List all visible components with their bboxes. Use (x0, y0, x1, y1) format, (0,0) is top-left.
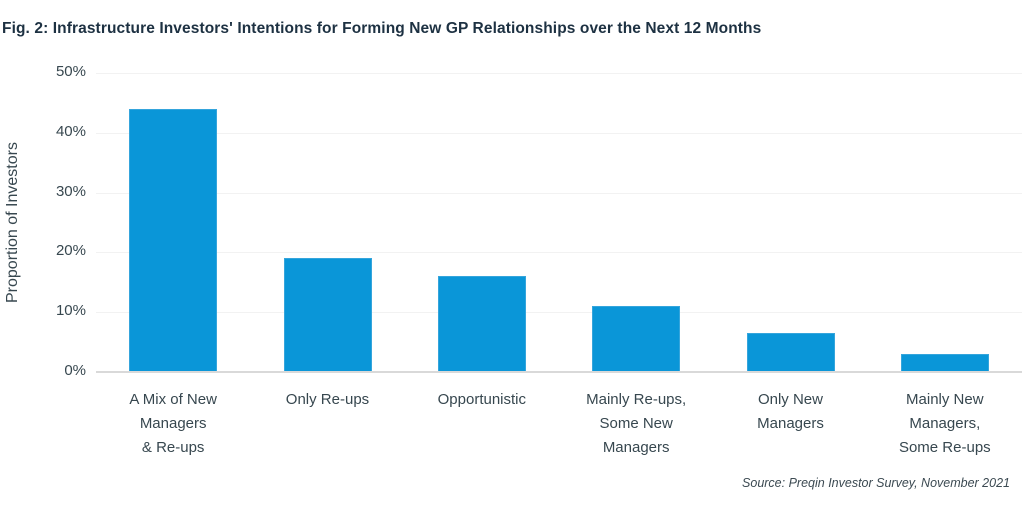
y-axis-title: Proportion of Investors (4, 142, 21, 303)
gridline (96, 312, 1022, 314)
bar (129, 108, 218, 372)
category-label: Opportunistic (437, 391, 526, 408)
plot-area (96, 73, 1022, 372)
gridline (96, 73, 1022, 74)
bar (900, 354, 989, 372)
bar (437, 276, 526, 372)
x-axis-line (96, 371, 1022, 373)
category-label: Only Re-ups (285, 391, 370, 408)
bar (283, 258, 372, 372)
y-tick-label: 10% (55, 302, 86, 320)
source-note: Source: Preqin Investor Survey, November… (742, 476, 1010, 490)
y-tick-label: 30% (55, 182, 86, 200)
gridline (96, 252, 1022, 254)
bar (592, 306, 681, 372)
gridline (96, 192, 1022, 194)
category-label: Only New Managers (757, 391, 824, 432)
category-label: Mainly New Managers, Some Re-ups (898, 391, 991, 456)
category-label: A Mix of New Managers & Re-ups (129, 391, 217, 456)
figure-title: Fig. 2: Infrastructure Investors' Intent… (2, 20, 762, 37)
y-tick-label: 20% (55, 242, 86, 260)
category-label: Mainly Re-ups, Some New Managers (586, 391, 687, 456)
y-tick-label: 50% (55, 63, 86, 80)
gridline (96, 132, 1022, 134)
y-tick-label: 40% (55, 122, 86, 140)
y-tick-label: 0% (64, 362, 86, 379)
bar (746, 333, 835, 372)
